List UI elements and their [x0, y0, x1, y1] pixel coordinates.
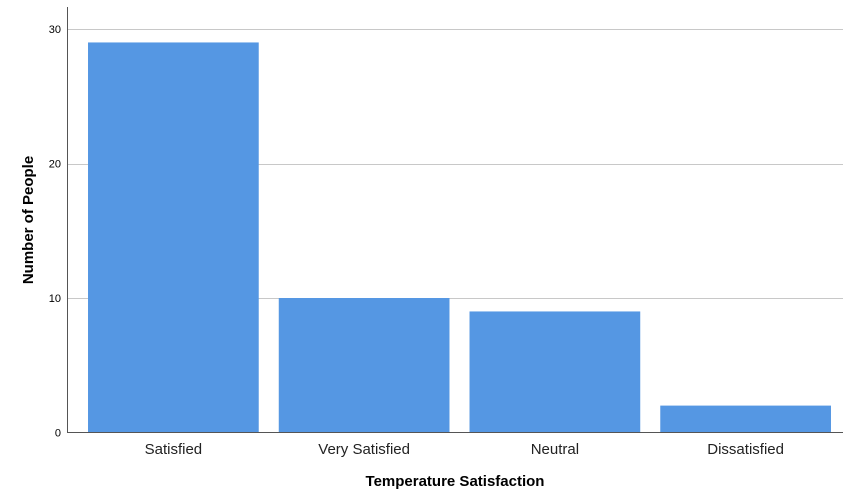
bar [469, 311, 641, 433]
bar [88, 42, 259, 433]
y-axis-title: Number of People [20, 156, 37, 284]
y-tick-label: 0 [55, 428, 61, 440]
bar [660, 405, 831, 433]
x-tick-label: Satisfied [145, 441, 203, 458]
x-tick-label: Dissatisfied [707, 441, 784, 458]
x-tick-label: Very Satisfied [318, 441, 410, 458]
x-axis-title: Temperature Satisfaction [366, 473, 545, 490]
y-tick-labels: 0 10 20 30 [49, 24, 61, 440]
bar [278, 298, 450, 433]
axes [67, 7, 843, 433]
y-tick-label: 30 [49, 24, 61, 36]
y-tick-label: 20 [49, 159, 61, 171]
y-tick-label: 10 [49, 293, 61, 305]
x-tick-label: Neutral [531, 441, 579, 458]
bars [88, 42, 831, 433]
x-tick-labels: Satisfied Very Satisfied Neutral Dissatisfi… [145, 441, 784, 458]
